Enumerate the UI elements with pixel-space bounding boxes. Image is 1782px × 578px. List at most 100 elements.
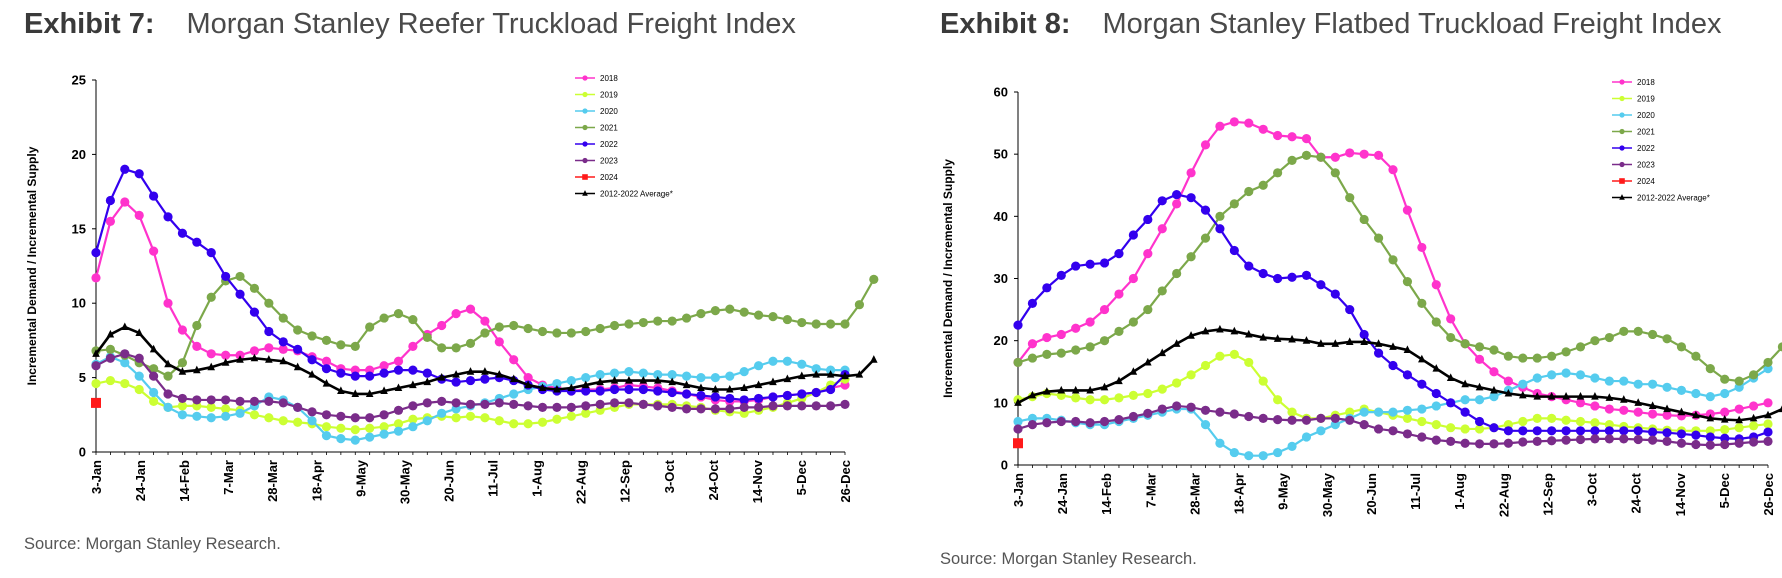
data-point [1258,413,1268,423]
data-point [293,325,303,335]
series-line [94,167,846,402]
y-axis-title: Incremental Demand / Incremental Supply [941,159,955,398]
data-point [1027,298,1038,308]
data-point [1216,324,1224,333]
data-point [1431,280,1441,290]
data-point [1388,255,1398,265]
flatbed-chart: 0 10 20 30 40 50 60 3-Jan 24-Jan 14-Feb 7-Mar 28-Ma… [941,78,1782,517]
data-point [581,326,591,337]
data-point [1417,298,1427,308]
data-point [1634,398,1642,406]
data-point [408,422,418,432]
data-point [825,384,836,395]
data-point [1157,384,1167,394]
data-point [840,399,850,409]
data-point [1099,416,1110,427]
data-point [1633,379,1643,389]
data-point [1417,432,1427,442]
data-point [465,399,476,409]
data-point [1676,438,1687,448]
data-point [1287,407,1297,417]
data-point [509,355,519,365]
data-point [1042,349,1052,359]
data-point [537,402,548,412]
data-point [451,398,461,408]
data-point [1301,432,1312,442]
data-point [1619,326,1629,336]
legend-swatch-marker [582,91,588,98]
data-point [494,398,504,408]
data-point [595,323,605,334]
data-point [1085,418,1095,428]
data-point [739,402,749,412]
data-point [566,375,576,386]
data-point [1619,426,1629,436]
data-point [1604,426,1614,436]
data-point [1071,416,1081,427]
data-point [1619,434,1629,444]
data-point [825,401,836,411]
data-point [1302,336,1311,344]
data-point [1417,416,1427,427]
data-point [826,370,835,378]
data-point [337,386,345,395]
data-point [1403,345,1412,354]
data-point [235,289,245,299]
data-point [509,399,519,409]
data-point [1519,390,1527,399]
data-point [1431,419,1441,430]
data-point [1705,392,1715,402]
data-point [321,335,332,345]
data-point [1244,411,1254,422]
data-point [437,343,447,353]
data-point [1345,415,1355,425]
legend-label: 2021 [600,124,618,133]
series-2020 [1013,364,1773,461]
data-point [840,319,850,329]
data-point [667,370,677,380]
source-note: Source: Morgan Stanley Research. [940,550,1197,568]
data-point [1489,367,1499,377]
data-point [177,358,188,368]
legend-entry: 2022 [1612,144,1655,153]
data-point [1200,205,1211,215]
data-point [393,365,404,375]
data-point [393,419,404,429]
data-point [1662,410,1672,420]
data-point [1648,435,1658,445]
data-point [1705,364,1715,374]
data-point [321,356,332,366]
data-point [653,386,663,396]
legend-swatch-marker [582,108,588,114]
data-point [422,416,432,426]
data-point [380,386,388,395]
data-point [336,423,346,433]
data-point [638,384,648,395]
exhibit-name: Morgan Stanley Reefer Truckload Freight … [186,8,796,40]
data-point [1114,289,1124,299]
data-point [192,411,202,421]
data-point [1317,339,1325,347]
legend-entry: 2020 [575,107,618,116]
data-point [1374,339,1383,347]
data-point [523,401,533,411]
data-point [1777,342,1782,352]
data-point [1417,404,1427,414]
data-point [1215,211,1225,221]
data-point [379,410,389,420]
data-point [177,401,188,411]
data-point [1691,388,1701,399]
data-point [1590,434,1600,444]
data-point [350,425,360,435]
data-point [1359,419,1369,430]
data-point [1561,347,1571,357]
data-point [624,384,634,395]
data-point [1734,438,1744,448]
data-point [1474,342,1485,352]
data-point [653,376,662,384]
data-point [1316,280,1326,290]
data-point [696,404,706,414]
data-point [696,309,706,319]
data-point [393,426,404,436]
data-point [681,404,692,414]
